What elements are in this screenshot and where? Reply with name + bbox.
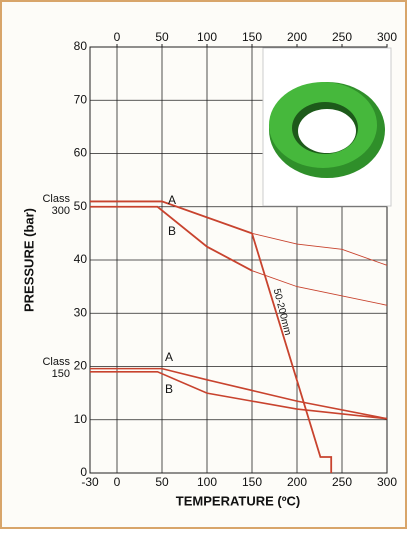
x-tick-label: 150 xyxy=(242,475,262,489)
top-tick-label: 50 xyxy=(155,30,169,44)
annotation: B xyxy=(168,224,176,238)
x-tick-label: 100 xyxy=(197,475,217,489)
top-tick-label: 0 xyxy=(114,30,121,44)
x-axis-label: TEMPERATURE (ºC) xyxy=(176,493,300,508)
annotation: A xyxy=(165,350,173,364)
class-label: 300 xyxy=(52,205,70,217)
y-tick-label: 30 xyxy=(74,305,88,319)
y-tick-label: 60 xyxy=(74,146,88,160)
x-tick-label: 300 xyxy=(377,475,397,489)
top-tick-label: 150 xyxy=(242,30,262,44)
class-label: Class xyxy=(42,356,70,368)
y-tick-label: 70 xyxy=(74,92,88,106)
annotation: A xyxy=(168,193,176,207)
x-tick-label: 50 xyxy=(155,475,169,489)
ring-hole xyxy=(298,109,356,153)
y-tick-label: 20 xyxy=(74,359,88,373)
x-tick-label: 0 xyxy=(114,475,121,489)
photo-inset xyxy=(263,48,391,206)
top-tick-label: 100 xyxy=(197,30,217,44)
y-tick-label: 40 xyxy=(74,252,88,266)
class-label: Class xyxy=(42,193,70,205)
top-tick-label: 300 xyxy=(377,30,397,44)
y-tick-label: 10 xyxy=(74,412,88,426)
y-tick-label: 50 xyxy=(74,199,88,213)
x-tick-label: 250 xyxy=(332,475,352,489)
x-tick-label: -30 xyxy=(81,475,99,489)
x-tick-label: 200 xyxy=(287,475,307,489)
annotation: B xyxy=(165,382,173,396)
chart: TEMPERATURE (ºC) PRESSURE (bar) 0 10 20 30 4… xyxy=(0,0,407,529)
class-label: 150 xyxy=(52,368,70,380)
y-axis-label: PRESSURE (bar) xyxy=(21,208,36,312)
top-tick-label: 250 xyxy=(332,30,352,44)
top-tick-label: 200 xyxy=(287,30,307,44)
y-tick-label: 80 xyxy=(74,39,88,53)
